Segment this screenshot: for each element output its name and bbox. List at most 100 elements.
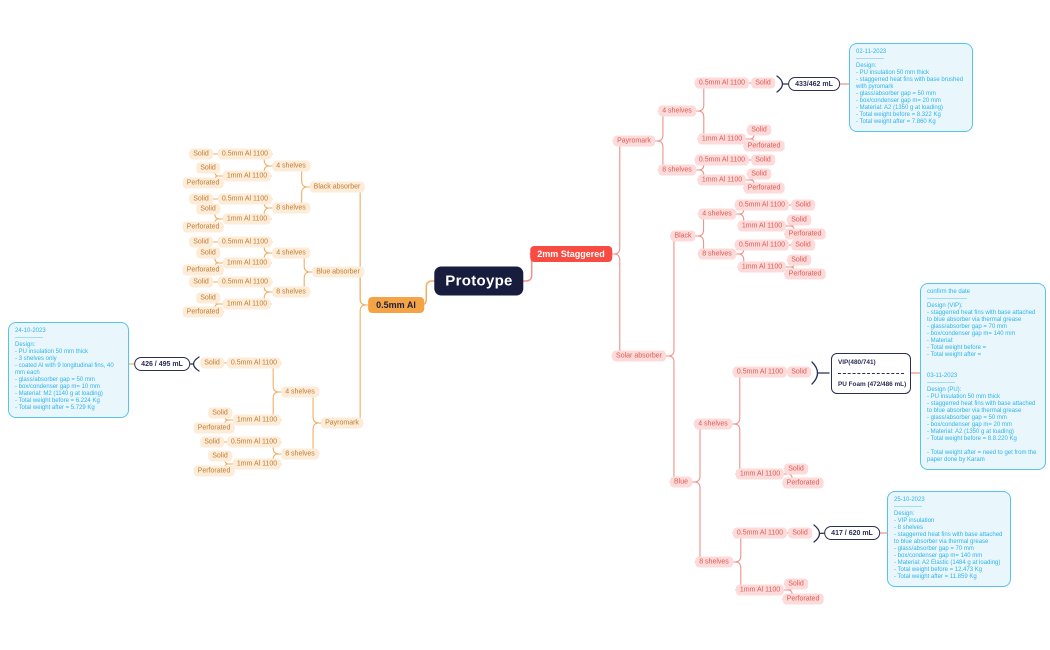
topic-b4_1[interactable]: 1mm Al 1100 (222, 170, 272, 182)
vip-line-2: PU Foam (472/486 mL) (838, 381, 907, 388)
topic-l8_05[interactable]: 0.5mm Al 1100 (732, 527, 788, 539)
connector-line (354, 304, 369, 424)
topic-u8_1[interactable]: 1mm Al 1100 (222, 298, 272, 310)
topic-b8_1p[interactable]: Perforated (182, 221, 224, 233)
topic-l8sh[interactable]: 8 shelves (695, 556, 733, 568)
topic-k8_05s[interactable]: Solid (791, 239, 815, 251)
topic-l4_05s[interactable]: Solid (787, 366, 811, 378)
topic-k4_05[interactable]: 0.5mm Al 1100 (734, 199, 790, 211)
topic-u4_05[interactable]: 0.5mm Al 1100 (217, 236, 273, 248)
topic-p8_05s[interactable]: Solid (200, 436, 224, 448)
topic-u4_1p[interactable]: Perforated (182, 264, 224, 276)
topic-callout433[interactable]: 433/462 mL (788, 77, 840, 91)
vip-line-1: VIP(480/741) (838, 359, 876, 366)
topic-blackR[interactable]: Black (670, 230, 696, 242)
note-text-line (927, 366, 1039, 373)
note-text-line: - glass/absorber gap = 50 mm (927, 415, 1007, 421)
topic-l8_05s[interactable]: Solid (788, 527, 812, 539)
topic-k8_1[interactable]: 1mm Al 1100 (737, 261, 787, 273)
topic-blueR[interactable]: Blue (669, 476, 693, 488)
topic-p8_1[interactable]: 1mm Al 1100 (232, 458, 282, 470)
topic-l4_1s[interactable]: Solid (784, 463, 808, 475)
topic-r4_1[interactable]: 1mm Al 1100 (697, 133, 747, 145)
topic-l4_1p[interactable]: Perforated (782, 477, 824, 489)
topic-r4sh[interactable]: 4 shelves (658, 105, 696, 117)
topic-k8_05[interactable]: 0.5mm Al 1100 (734, 239, 790, 251)
topic-payroL[interactable]: Payromark (321, 417, 363, 429)
topic-r8_1p[interactable]: Perforated (743, 182, 785, 194)
topic-b4_05s[interactable]: Solid (189, 148, 213, 160)
topic-solar[interactable]: Solar absorber (612, 350, 666, 362)
topic-u8_1p[interactable]: Perforated (182, 306, 224, 318)
topic-callout417[interactable]: 417 / 620 mL (824, 526, 880, 540)
topic-r8sh[interactable]: 8 shelves (658, 164, 696, 176)
topic-l8_1[interactable]: 1mm Al 1100 (735, 584, 785, 596)
topic-k4_1s[interactable]: Solid (787, 214, 811, 226)
topic-l4_1[interactable]: 1mm Al 1100 (735, 468, 785, 480)
topic-callout426[interactable]: 426 / 495 mL (134, 357, 190, 371)
topic-r8_05s[interactable]: Solid (751, 154, 775, 166)
topic-l4sh[interactable]: 4 shelves (694, 418, 732, 430)
topic-b8_1s[interactable]: Solid (196, 203, 220, 215)
topic-b8_1[interactable]: 1mm Al 1100 (222, 213, 272, 225)
topic-u8_1s[interactable]: Solid (196, 292, 220, 304)
note-text-line: - Total weight after = 11.859 Kg (894, 574, 977, 580)
topic-t05[interactable]: 0.5mm Al (368, 297, 424, 313)
topic-b8sh[interactable]: 8 shelves (272, 202, 310, 214)
topic-k4_1[interactable]: 1mm Al 1100 (737, 220, 787, 232)
topic-l8_1p[interactable]: Perforated (782, 593, 824, 605)
topic-p8sh[interactable]: 8 shelves (281, 448, 319, 460)
topic-u4_1s[interactable]: Solid (196, 247, 220, 259)
topic-b4_1p[interactable]: Perforated (182, 177, 224, 189)
topic-center[interactable]: Protoype (434, 266, 524, 296)
topic-k8sh[interactable]: 8 shelves (698, 248, 736, 260)
topic-blueab[interactable]: Blue absorber (312, 266, 364, 278)
topic-p8_05[interactable]: 0.5mm Al 1100 (226, 436, 282, 448)
topic-p4_05s[interactable]: Solid (200, 357, 224, 369)
topic-b4_1s[interactable]: Solid (196, 162, 220, 174)
topic-k8_1p[interactable]: Perforated (784, 268, 826, 280)
topic-blackab[interactable]: Black absorber (309, 181, 365, 193)
topic-u8_05s[interactable]: Solid (189, 276, 213, 288)
note-text-line: - VIP insulation (894, 518, 935, 524)
note-24-10-2023[interactable]: 24-10-2023 -------------- Design: - PU insu… (8, 322, 129, 418)
note-25-10-2023[interactable]: 25-10-2023 -------------- Design: - VIP ins… (887, 491, 1011, 587)
topic-p4_1s[interactable]: Solid (208, 407, 232, 419)
topic-r4_05[interactable]: 0.5mm Al 1100 (694, 77, 750, 89)
topic-r4_05s[interactable]: Solid (751, 77, 775, 89)
dashed-divider (838, 373, 904, 374)
topic-b8_05s[interactable]: Solid (189, 193, 213, 205)
note-02-11-2023[interactable]: 02-11-2023 -------------- Design: - PU insu… (849, 43, 973, 132)
topic-p8_1s[interactable]: Solid (208, 450, 232, 462)
topic-payroR[interactable]: Payromark (613, 135, 655, 147)
topic-p4sh[interactable]: 4 shelves (281, 386, 319, 398)
topic-u4_05s[interactable]: Solid (189, 236, 213, 248)
topic-l4_05[interactable]: 0.5mm Al 1100 (732, 366, 788, 378)
topic-r8_1s[interactable]: Solid (747, 168, 771, 180)
topic-p4_1p[interactable]: Perforated (193, 422, 235, 434)
topic-k4_05s[interactable]: Solid (791, 199, 815, 211)
topic-r4_1p[interactable]: Perforated (743, 140, 785, 152)
topic-p4_1[interactable]: 1mm Al 1100 (232, 414, 282, 426)
topic-k4sh[interactable]: 4 shelves (698, 208, 736, 220)
topic-l8_1s[interactable]: Solid (784, 578, 808, 590)
topic-vip[interactable]: VIP(480/741) PU Foam (472/486 mL) (831, 353, 911, 394)
topic-k4_1p[interactable]: Perforated (784, 228, 826, 240)
topic-k8_1s[interactable]: Solid (787, 254, 811, 266)
topic-t2mm[interactable]: 2mm Staggered (530, 246, 612, 262)
topic-p4_05[interactable]: 0.5mm Al 1100 (226, 357, 282, 369)
note-text-line: - glass/absorber gap = 70 mm (894, 546, 974, 552)
topic-r8_1[interactable]: 1mm Al 1100 (697, 174, 747, 186)
topic-u8sh[interactable]: 8 shelves (272, 286, 310, 298)
note-text-line: 25-10-2023 (894, 497, 925, 503)
topic-b4_05[interactable]: 0.5mm Al 1100 (217, 148, 273, 160)
topic-u8_05[interactable]: 0.5mm Al 1100 (217, 276, 273, 288)
topic-b8_05[interactable]: 0.5mm Al 1100 (217, 193, 273, 205)
topic-u4sh[interactable]: 4 shelves (272, 247, 310, 259)
topic-p8_1p[interactable]: Perforated (193, 465, 235, 477)
topic-u4_1[interactable]: 1mm Al 1100 (222, 257, 272, 269)
topic-b4sh[interactable]: 4 shelves (272, 160, 310, 172)
topic-r4_1s[interactable]: Solid (747, 124, 771, 136)
note-confirm-03-11-2023[interactable]: confirm the date -------------------- Desi… (920, 283, 1046, 470)
topic-r8_05[interactable]: 0.5mm Al 1100 (694, 154, 750, 166)
